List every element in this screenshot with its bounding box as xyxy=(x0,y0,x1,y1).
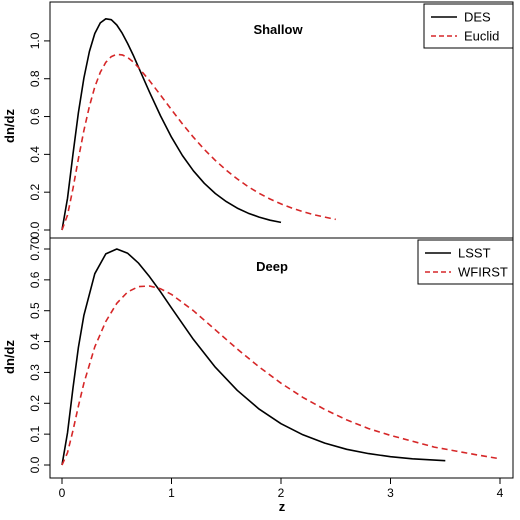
x-tick-label: 0 xyxy=(59,486,66,500)
y-tick-label: 0.0 xyxy=(28,456,42,473)
y-tick-label: 0.6 xyxy=(28,271,42,288)
series-line-des xyxy=(61,18,282,231)
legend-entry-label: DES xyxy=(464,10,491,25)
series-line-wfirst xyxy=(61,285,501,466)
legend-entry-label: LSST xyxy=(458,246,491,261)
legend-box xyxy=(423,3,514,49)
y-tick-label: 0.70 xyxy=(28,237,42,261)
panel-deep: 0.0 0.1 0.2 0.3 0.4 0.5 0.6 0.70 0 1 2 3 4 dn/dz Deep L… xyxy=(2,237,514,500)
y-tick-label: 0.1 xyxy=(28,425,42,442)
y-axis-title: dn/dz xyxy=(2,340,17,374)
x-tick-label: 4 xyxy=(497,486,504,500)
y-tick-label: 0.4 xyxy=(28,333,42,350)
legend: LSST WFIRST xyxy=(417,239,514,285)
legend-box xyxy=(417,239,514,285)
y-tick-label: 1.0 xyxy=(28,32,42,49)
y-axis-title: dn/dz xyxy=(2,109,17,143)
y-tick-label: 0.6 xyxy=(28,108,42,125)
y-tick-label: 0.8 xyxy=(28,70,42,87)
y-tick-label: 0.2 xyxy=(28,184,42,201)
y-tick-label: 0.2 xyxy=(28,395,42,412)
x-tick-label: 3 xyxy=(387,486,394,500)
y-tick-label: 0.4 xyxy=(28,146,42,163)
y-tick-label: 0.5 xyxy=(28,302,42,319)
y-tick-label: 0.0 xyxy=(28,221,42,238)
legend-entry-label: WFIRST xyxy=(458,265,508,280)
series-line-euclid xyxy=(61,53,336,231)
x-tick-label: 2 xyxy=(278,486,285,500)
legend-entry-label: Euclid xyxy=(464,29,499,44)
legend: DES Euclid xyxy=(423,3,514,49)
panel-title: Shallow xyxy=(253,22,303,37)
x-axis-title: z xyxy=(279,499,286,514)
panel-shallow: 0.0 0.2 0.4 0.6 0.8 1.0 dn/dz Shallow DES Euclid xyxy=(2,1,514,239)
panel-title: Deep xyxy=(256,259,288,274)
series-line-lsst xyxy=(61,248,446,466)
y-tick-label: 0.3 xyxy=(28,364,42,381)
x-tick-label: 1 xyxy=(168,486,175,500)
